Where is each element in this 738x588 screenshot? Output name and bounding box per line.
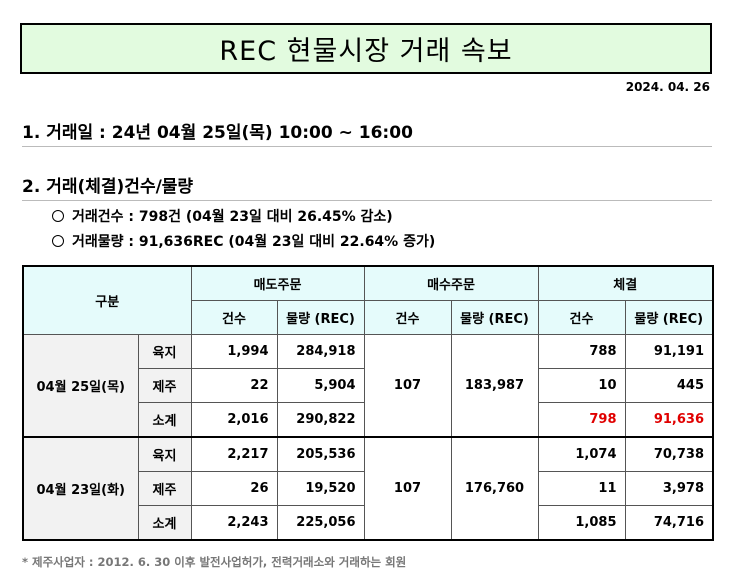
report-date: 2024. 04. 26 bbox=[625, 80, 710, 94]
date-cell: 04월 23일(화) bbox=[22, 436, 139, 541]
table-row: 제주 22 5,904 10 445 bbox=[23, 368, 714, 403]
sell-count: 2,243 bbox=[190, 505, 278, 541]
type-cell: 육지 bbox=[137, 436, 192, 472]
sell-count: 26 bbox=[190, 471, 278, 506]
deal-volume-highlight: 91,636 bbox=[624, 402, 714, 438]
sell-volume: 225,056 bbox=[276, 505, 365, 541]
header-category: 구분 bbox=[22, 265, 192, 335]
bullet-trade-volume: 거래물량 : 91,636REC (04월 23일 대비 22.64% 증가) bbox=[52, 231, 435, 251]
sell-volume: 205,536 bbox=[276, 436, 365, 472]
table-row: 04월 25일(목) 육지 1,994 284,918 107 183,987 … bbox=[22, 334, 714, 438]
deal-count: 11 bbox=[537, 471, 626, 506]
header-sell-order: 매도주문 bbox=[190, 265, 365, 301]
sell-volume: 290,822 bbox=[276, 402, 365, 438]
subheader-count: 건수 bbox=[363, 300, 452, 335]
sell-volume: 284,918 bbox=[276, 334, 365, 369]
deal-count: 1,074 bbox=[537, 436, 626, 472]
subheader-volume: 물량 (REC) bbox=[624, 300, 714, 335]
date-cell: 04월 25일(목) bbox=[22, 334, 139, 438]
circle-bullet-icon bbox=[52, 235, 64, 247]
table-row: 04월 23일(화) 육지 2,217 205,536 107 176,760 … bbox=[22, 436, 714, 541]
sell-volume: 5,904 bbox=[276, 368, 365, 403]
section-trade-summary: 2. 거래(체결)건수/물량 bbox=[22, 172, 712, 201]
deal-volume: 445 bbox=[624, 368, 714, 403]
circle-bullet-icon bbox=[52, 210, 64, 222]
bullet-text: 거래건수 : 798건 (04월 23일 대비 26.45% 감소) bbox=[72, 209, 393, 225]
buy-volume: 176,760 bbox=[450, 436, 539, 541]
table-row: 제주 26 19,520 11 3,978 bbox=[23, 471, 714, 506]
subheader-volume: 물량 (REC) bbox=[450, 300, 539, 335]
buy-count: 107 bbox=[363, 334, 452, 438]
deal-count-highlight: 798 bbox=[537, 402, 626, 438]
deal-count: 1,085 bbox=[537, 505, 626, 541]
deal-volume: 70,738 bbox=[624, 436, 714, 472]
trade-table: 구분 매도주문 매수주문 체결 건수 물량 (REC) 건수 물량 (REC) … bbox=[22, 265, 714, 541]
footnote: * 제주사업자 : 2012. 6. 30 이후 발전사업허가, 전력거래소와 … bbox=[22, 555, 407, 569]
deal-count: 10 bbox=[537, 368, 626, 403]
deal-volume: 91,191 bbox=[624, 334, 714, 369]
sell-count: 2,217 bbox=[190, 436, 278, 472]
subheader-count: 건수 bbox=[537, 300, 626, 335]
deal-volume: 74,716 bbox=[624, 505, 714, 541]
buy-count: 107 bbox=[363, 436, 452, 541]
type-cell: 소계 bbox=[137, 505, 192, 541]
subheader-count: 건수 bbox=[190, 300, 278, 335]
sell-volume: 19,520 bbox=[276, 471, 365, 506]
type-cell: 제주 bbox=[137, 471, 192, 506]
subheader-volume: 물량 (REC) bbox=[276, 300, 365, 335]
page-title: REC 현물시장 거래 속보 bbox=[20, 23, 712, 74]
bullet-trade-count: 거래건수 : 798건 (04월 23일 대비 26.45% 감소) bbox=[52, 206, 393, 226]
header-deal: 체결 bbox=[537, 265, 714, 301]
type-cell: 소계 bbox=[137, 402, 192, 438]
header-buy-order: 매수주문 bbox=[363, 265, 539, 301]
type-cell: 육지 bbox=[137, 334, 192, 369]
bullet-text: 거래물량 : 91,636REC (04월 23일 대비 22.64% 증가) bbox=[72, 234, 436, 250]
deal-count: 788 bbox=[537, 334, 626, 369]
sell-count: 1,994 bbox=[190, 334, 278, 369]
deal-volume: 3,978 bbox=[624, 471, 714, 506]
sell-count: 2,016 bbox=[190, 402, 278, 438]
sell-count: 22 bbox=[190, 368, 278, 403]
type-cell: 제주 bbox=[137, 368, 192, 403]
section-trade-date: 1. 거래일 : 24년 04월 25일(목) 10:00 ~ 16:00 bbox=[22, 118, 712, 147]
table-row: 소계 2,016 290,822 798 91,636 bbox=[23, 402, 714, 438]
buy-volume: 183,987 bbox=[450, 334, 539, 438]
table-row: 소계 2,243 225,056 1,085 74,716 bbox=[23, 505, 714, 541]
